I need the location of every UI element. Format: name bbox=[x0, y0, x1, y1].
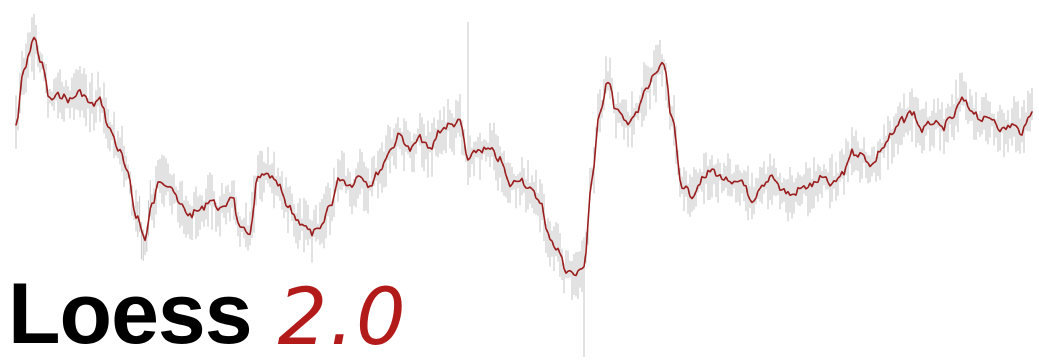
logo-wordmark: Loess 2.0 bbox=[8, 270, 408, 357]
logo-word: Loess bbox=[8, 266, 253, 362]
smoothed-curve bbox=[15, 36, 1033, 277]
logo-version: 2.0 bbox=[277, 273, 408, 363]
